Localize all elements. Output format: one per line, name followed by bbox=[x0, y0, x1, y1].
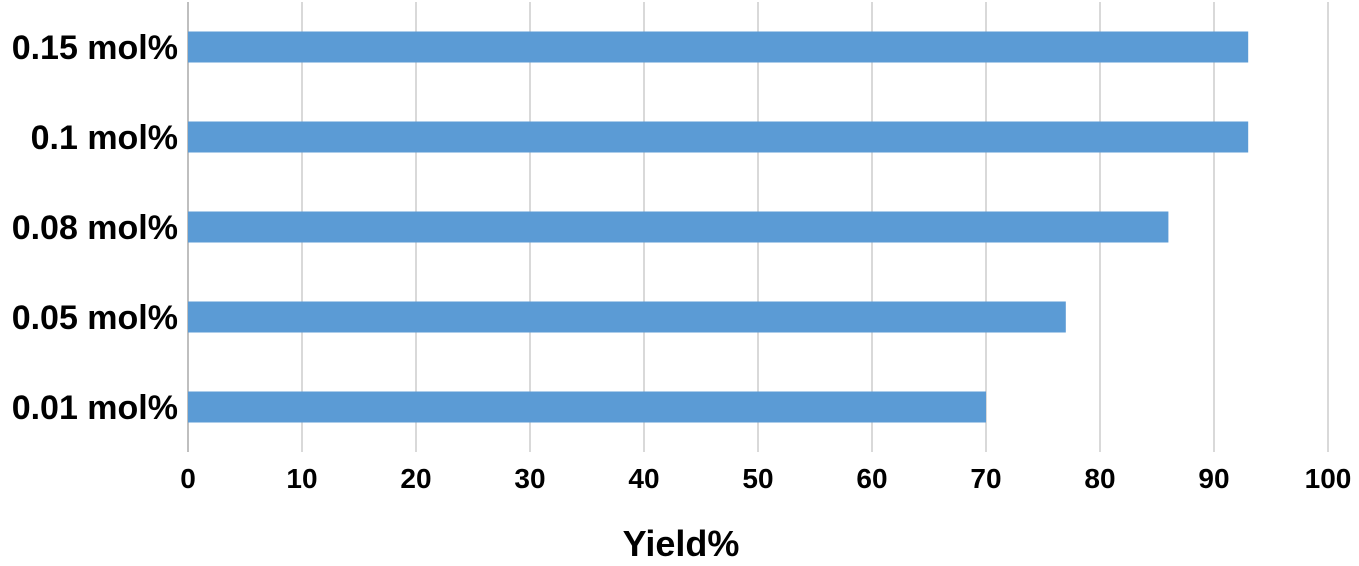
x-tick-label: 30 bbox=[514, 463, 545, 494]
bar bbox=[188, 301, 1066, 333]
bar bbox=[188, 31, 1249, 63]
x-tick-label: 90 bbox=[1198, 463, 1229, 494]
x-tick-label: 60 bbox=[856, 463, 887, 494]
x-tick-label: 70 bbox=[970, 463, 1001, 494]
x-tick-label: 50 bbox=[742, 463, 773, 494]
category-label: 0.05 mol% bbox=[12, 299, 178, 337]
category-label: 0.08 mol% bbox=[12, 209, 178, 247]
bar bbox=[188, 391, 986, 423]
category-label: 0.15 mol% bbox=[12, 29, 178, 67]
x-tick-label: 80 bbox=[1084, 463, 1115, 494]
category-labels: 0.01 mol% 0.05 mol% 0.08 mol% 0.1 mol% 0.15 … bbox=[12, 29, 178, 427]
category-label: 0.01 mol% bbox=[12, 389, 178, 427]
bar bbox=[188, 121, 1249, 153]
bars bbox=[188, 31, 1249, 423]
x-tick-label: 10 bbox=[286, 463, 317, 494]
x-tick-label: 0 bbox=[180, 463, 196, 494]
x-tick-labels: 0 10 20 30 40 50 60 70 80 90 100 bbox=[180, 463, 1351, 494]
x-axis-title: Yield% bbox=[623, 523, 740, 561]
bar bbox=[188, 211, 1169, 243]
category-label: 0.1 mol% bbox=[31, 119, 178, 157]
x-tick-label: 20 bbox=[400, 463, 431, 494]
x-tick-label: 40 bbox=[628, 463, 659, 494]
x-tick-label: 100 bbox=[1305, 463, 1352, 494]
